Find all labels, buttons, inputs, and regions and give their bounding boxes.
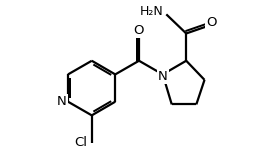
Text: H₂N: H₂N (139, 5, 163, 18)
Text: O: O (206, 16, 217, 29)
Text: N: N (158, 70, 168, 83)
Text: N: N (57, 95, 67, 108)
Text: Cl: Cl (75, 136, 88, 149)
Text: O: O (134, 24, 144, 37)
